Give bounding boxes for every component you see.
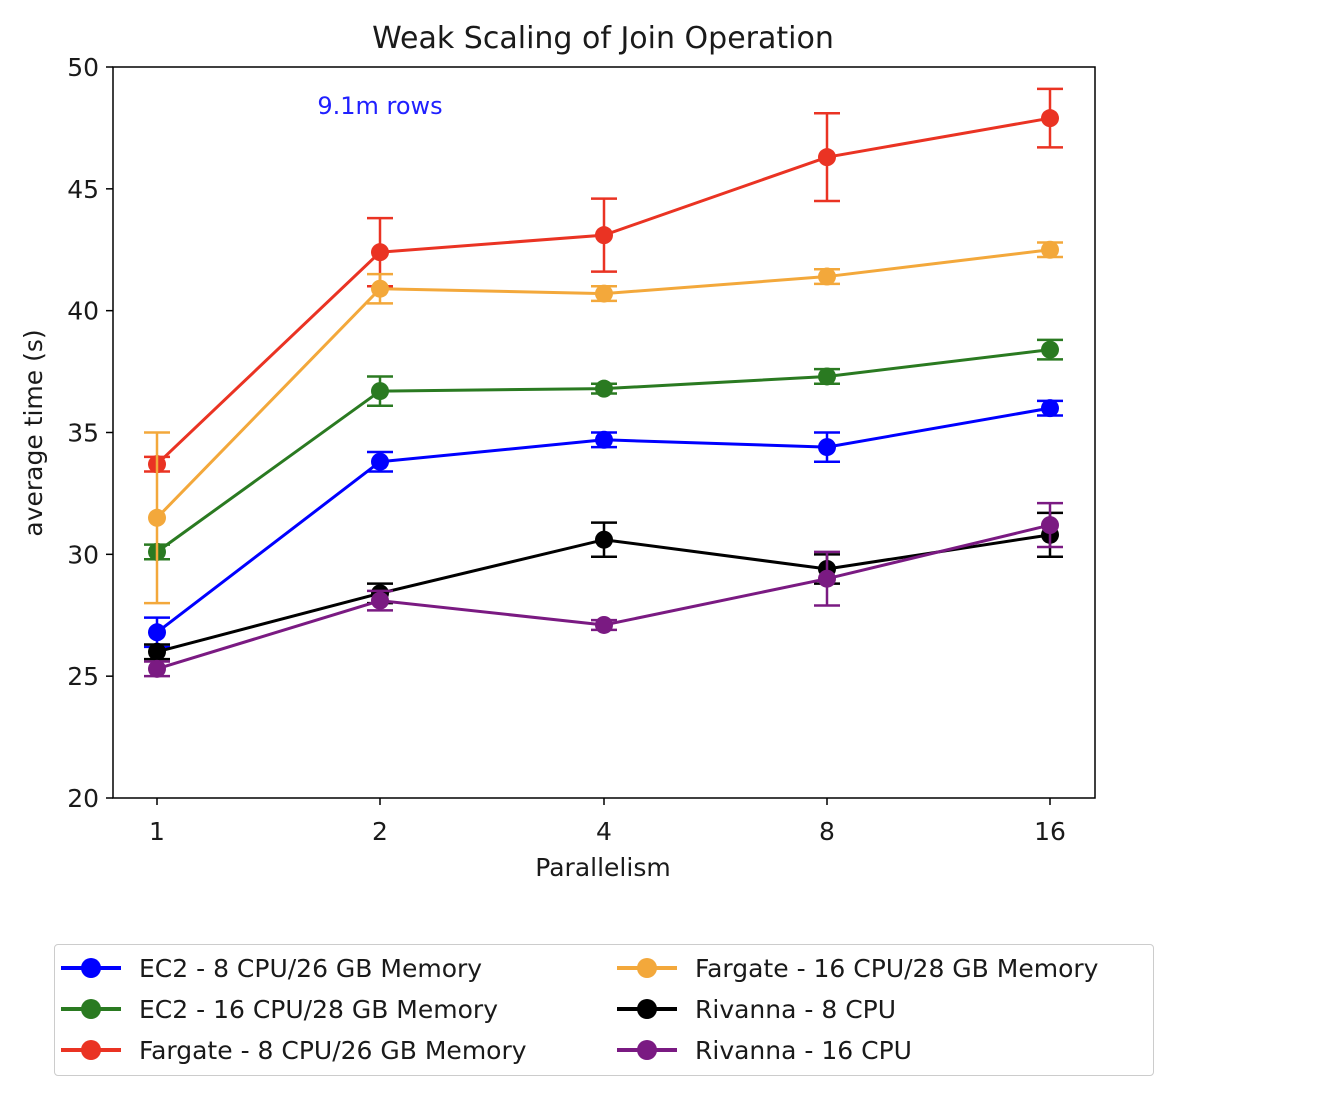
data-point [818, 148, 836, 167]
data-point [148, 508, 166, 527]
chart-title: Weak Scaling of Join Operation [372, 21, 834, 56]
y-tick-label: 35 [67, 419, 99, 448]
legend-swatch [617, 998, 677, 1020]
y-tick-label: 30 [67, 540, 99, 569]
data-point [148, 659, 166, 678]
plot-frame [112, 66, 1096, 799]
data-point [818, 367, 836, 386]
legend-swatch-marker [637, 958, 657, 978]
data-point [371, 591, 389, 610]
legend-swatch [61, 1039, 121, 1061]
legend-swatch-marker [81, 999, 101, 1019]
legend-swatch-marker [81, 958, 101, 978]
data-point [1041, 340, 1059, 359]
annotation-label: 9.1m rows [317, 92, 442, 120]
data-point [148, 623, 166, 642]
x-tick-label: 1 [149, 817, 165, 846]
data-point [595, 530, 613, 549]
legend-label: EC2 - 16 CPU/28 GB Memory [139, 994, 498, 1024]
legend-item: Rivanna - 16 CPU [617, 1030, 912, 1070]
x-tick-label: 16 [1034, 817, 1066, 846]
data-point [595, 615, 613, 634]
legend-swatch-marker [637, 999, 657, 1019]
legend-swatch [617, 1039, 677, 1061]
legend-label: Rivanna - 8 CPU [695, 994, 897, 1024]
data-point [595, 284, 613, 303]
series-6 [144, 501, 1063, 678]
legend-item: Fargate - 16 CPU/28 GB Memory [617, 948, 1098, 988]
x-axis-ticks: 1 2 4 8 16 [149, 798, 1066, 846]
data-point [371, 243, 389, 262]
legend-label: EC2 - 8 CPU/26 GB Memory [139, 953, 483, 983]
legend-swatch [617, 957, 677, 979]
y-tick-label: 45 [67, 175, 99, 204]
x-tick-label: 4 [596, 817, 612, 846]
legend-label: Fargate - 8 CPU/26 GB Memory [139, 1035, 527, 1065]
data-point [595, 379, 613, 398]
y-tick-label: 50 [67, 53, 99, 82]
x-tick-label: 8 [819, 817, 835, 846]
legend-swatch [61, 957, 121, 979]
data-point [1041, 399, 1059, 418]
legend: EC2 - 8 CPU/26 GB Memory EC2 - 16 CPU/28 … [54, 944, 1154, 1076]
data-point [595, 226, 613, 245]
y-tick-label: 40 [67, 297, 99, 326]
legend-label: Fargate - 16 CPU/28 GB Memory [695, 953, 1099, 983]
data-point [1041, 516, 1059, 535]
data-point [371, 279, 389, 298]
series-layer [144, 87, 1063, 678]
legend-item: Fargate - 8 CPU/26 GB Memory [61, 1030, 527, 1070]
x-tick-label: 2 [372, 817, 388, 846]
legend-item: Rivanna - 8 CPU [617, 989, 896, 1029]
x-axis-label: Parallelism [535, 853, 670, 882]
data-point [148, 642, 166, 661]
data-point [818, 569, 836, 588]
legend-item: EC2 - 16 CPU/28 GB Memory [61, 989, 498, 1029]
legend-item: EC2 - 8 CPU/26 GB Memory [61, 948, 482, 988]
series-4 [144, 240, 1063, 605]
data-point [371, 452, 389, 471]
data-point [818, 438, 836, 457]
legend-swatch-marker [637, 1040, 657, 1060]
data-point [595, 430, 613, 449]
series-1 [144, 399, 1063, 649]
y-axis-ticks: 20 25 30 35 40 45 50 [67, 53, 113, 813]
legend-swatch [61, 998, 121, 1020]
data-point [1041, 240, 1059, 259]
data-point [818, 267, 836, 286]
y-tick-label: 25 [67, 662, 99, 691]
y-tick-label: 20 [67, 784, 99, 813]
data-point [1041, 109, 1059, 128]
legend-swatch-marker [81, 1040, 101, 1060]
legend-label: Rivanna - 16 CPU [695, 1035, 912, 1065]
y-axis-label: average time (s) [19, 329, 48, 536]
series-3 [144, 87, 1063, 474]
data-point [371, 382, 389, 401]
